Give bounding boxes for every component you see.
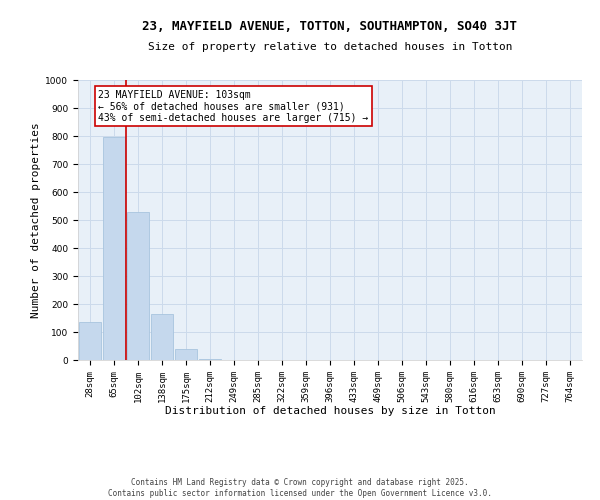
Bar <box>151 314 173 360</box>
Bar <box>199 358 221 360</box>
Text: 23 MAYFIELD AVENUE: 103sqm
← 56% of detached houses are smaller (931)
43% of sem: 23 MAYFIELD AVENUE: 103sqm ← 56% of deta… <box>98 90 368 123</box>
Bar <box>127 212 149 360</box>
Bar <box>175 349 197 360</box>
Bar <box>103 138 125 360</box>
Bar <box>79 322 101 360</box>
Text: 23, MAYFIELD AVENUE, TOTTON, SOUTHAMPTON, SO40 3JT: 23, MAYFIELD AVENUE, TOTTON, SOUTHAMPTON… <box>143 20 517 33</box>
Text: Size of property relative to detached houses in Totton: Size of property relative to detached ho… <box>148 42 512 52</box>
Y-axis label: Number of detached properties: Number of detached properties <box>31 122 41 318</box>
Text: Contains HM Land Registry data © Crown copyright and database right 2025.
Contai: Contains HM Land Registry data © Crown c… <box>108 478 492 498</box>
X-axis label: Distribution of detached houses by size in Totton: Distribution of detached houses by size … <box>164 406 496 416</box>
